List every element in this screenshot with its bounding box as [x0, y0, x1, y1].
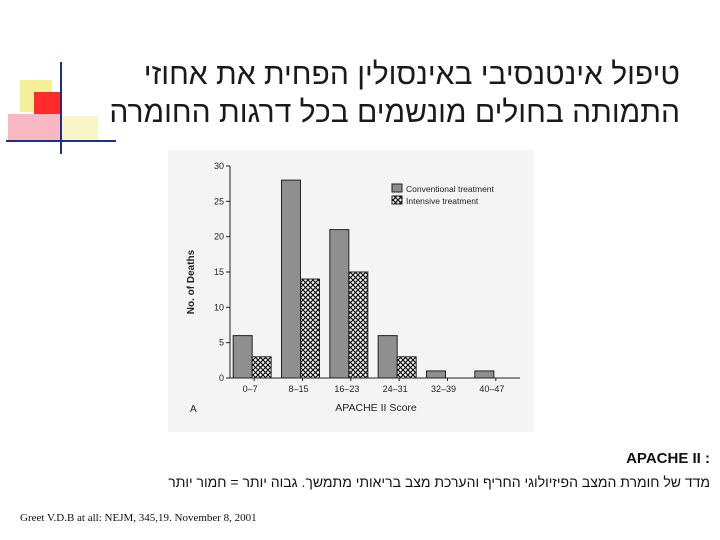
legend-label-conventional: Conventional treatment — [406, 184, 495, 194]
bar-intensive — [396, 356, 417, 379]
deco-line-horizontal — [6, 140, 116, 142]
x-tick-label: 0–7 — [243, 384, 258, 394]
bar-intensive — [251, 356, 272, 379]
y-tick-label: 0 — [219, 373, 224, 383]
y-tick-label: 5 — [219, 338, 224, 348]
x-tick-label: 16–23 — [334, 384, 359, 394]
deco-square-light-yellow — [60, 116, 98, 142]
x-axis-label: APACHE II Score — [335, 402, 417, 414]
chart-panel: 0 5 10 15 20 25 30 0–7 8–15 16–23 24–31 32–39 40–47 A… — [168, 150, 534, 432]
deco-line-vertical — [60, 62, 62, 154]
legend-swatch-intensive — [391, 195, 403, 205]
bar-intensive — [300, 278, 320, 379]
apache-heading: : APACHE II — [626, 450, 710, 467]
bar-intensive — [348, 271, 369, 379]
deco-square-pink — [8, 114, 60, 142]
y-tick-label: 10 — [214, 302, 224, 312]
y-tick-label: 15 — [214, 267, 224, 277]
panel-label: A — [190, 404, 197, 415]
bar-conventional — [377, 335, 398, 379]
x-tick-label: 24–31 — [383, 384, 408, 394]
bar-chart: 0 5 10 15 20 25 30 0–7 8–15 16–23 24–31 32–39 40–47 A… — [186, 161, 520, 415]
bar-conventional — [426, 370, 446, 379]
y-tick-label: 25 — [214, 196, 224, 206]
apache-definition: מדד של חומרת המצב הפיזיולוגי החריף והערכ… — [168, 474, 710, 490]
x-tick-label: 8–15 — [288, 384, 308, 394]
bar-conventional — [232, 335, 253, 379]
citation: Greet V.D.B at all: NEJM, 345,19. Novemb… — [20, 512, 257, 524]
y-tick-label: 30 — [214, 161, 224, 171]
x-tick-label: 40–47 — [479, 384, 504, 394]
x-tick-label: 32–39 — [431, 384, 456, 394]
slide-title-line1: טיפול אינטנסיבי באינסולין הפחית את אחוזי — [143, 58, 680, 91]
bar-conventional — [329, 229, 350, 379]
deco-square-red — [34, 92, 60, 118]
slide-title-line2: התמותה בחולים מונשמים בכל דרגות החומרה — [109, 96, 680, 129]
bar-conventional — [474, 370, 495, 379]
y-axis-label: No. of Deaths — [186, 249, 197, 314]
legend-label-intensive: Intensive treatment — [406, 196, 479, 206]
bar-conventional — [281, 179, 301, 379]
y-tick-label: 20 — [214, 232, 224, 242]
legend-swatch-conventional — [391, 183, 403, 193]
